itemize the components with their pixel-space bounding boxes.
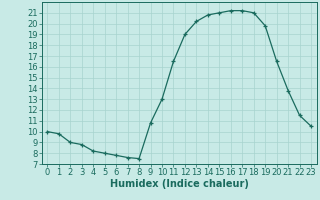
X-axis label: Humidex (Indice chaleur): Humidex (Indice chaleur) [110, 179, 249, 189]
